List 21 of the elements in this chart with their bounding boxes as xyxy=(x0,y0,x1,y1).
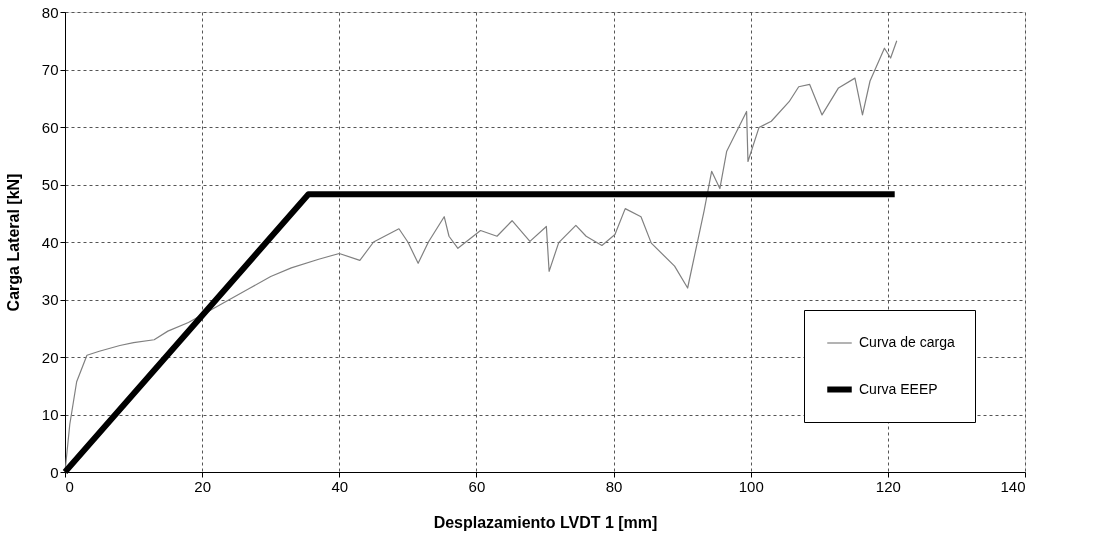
legend-label: Curva EEEP xyxy=(859,380,938,397)
y-tick-label: 0 xyxy=(50,463,59,481)
x-tick-label: 60 xyxy=(468,477,486,495)
legend-label: Curva de carga xyxy=(859,334,955,350)
x-tick-label: 0 xyxy=(65,477,74,495)
x-axis-title: Desplazamiento LVDT 1 [mm] xyxy=(433,513,658,531)
y-tick-label: 50 xyxy=(41,176,59,193)
x-tick-label: 140 xyxy=(1000,477,1026,495)
y-tick-label: 80 xyxy=(41,3,59,21)
x-tick-label: 40 xyxy=(331,477,349,495)
y-tick-label: 30 xyxy=(41,291,59,308)
y-tick-label: 70 xyxy=(41,61,59,78)
x-tick-label: 20 xyxy=(194,477,211,495)
y-tick-label: 40 xyxy=(41,233,59,251)
y-tick-label: 60 xyxy=(41,118,59,136)
y-tick-label: 10 xyxy=(41,406,59,423)
x-tick-label: 120 xyxy=(875,477,901,495)
x-tick-label: 100 xyxy=(738,477,764,495)
y-axis-title: Carga Lateral [kN] xyxy=(4,173,22,312)
y-tick-label: 20 xyxy=(41,348,59,366)
x-tick-label: 80 xyxy=(605,477,623,495)
